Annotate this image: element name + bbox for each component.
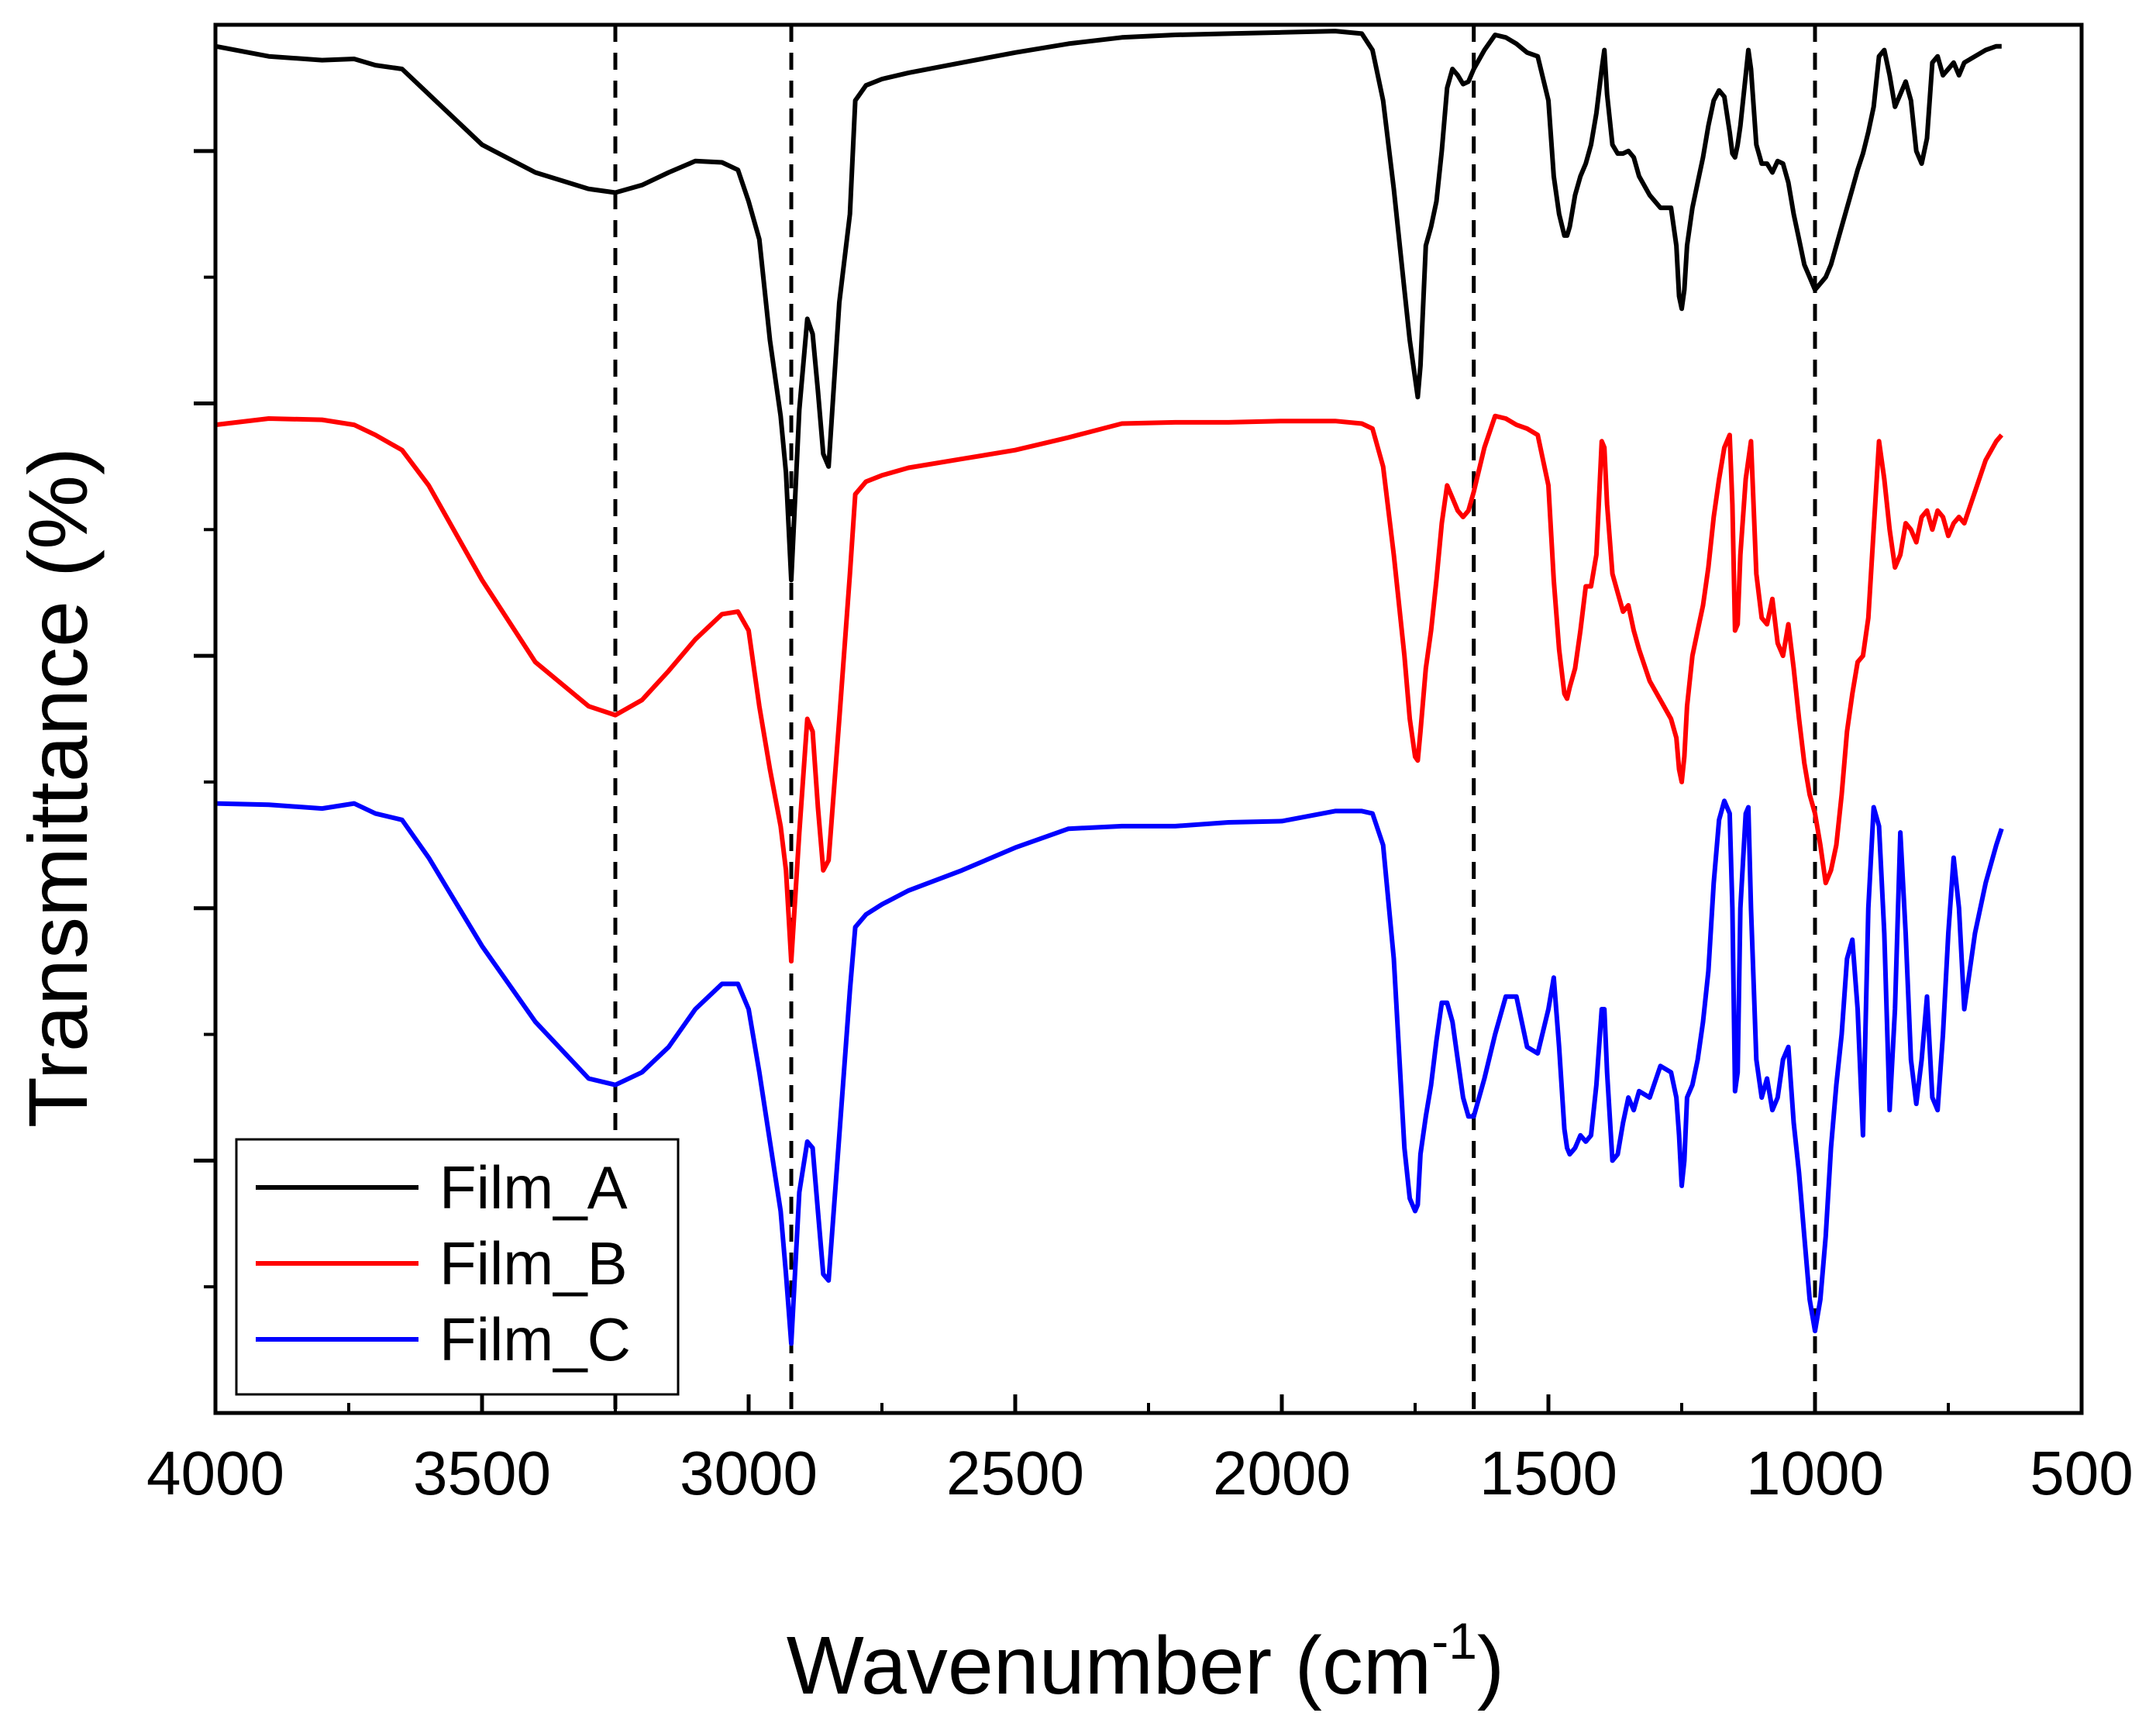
legend[interactable]: Film_A Film_B Film_C	[235, 1138, 680, 1396]
x-axis-title: Wavenumber (cm-1)	[787, 1612, 1504, 1711]
x-axis-title-superscript: -1	[1431, 1612, 1477, 1670]
legend-box	[235, 1138, 680, 1396]
legend-label-film_c: Film_C	[439, 1305, 631, 1373]
x-tick-label-2000: 2000	[1213, 1439, 1351, 1508]
x-axis-title-main: Wavenumber (cm	[787, 1620, 1431, 1711]
series-line-film_c	[215, 798, 2004, 1346]
legend-label-film_a: Film_A	[439, 1153, 628, 1222]
x-tick-label-3500: 3500	[413, 1439, 551, 1508]
x-tick-label-4000: 4000	[146, 1439, 284, 1508]
x-tick-labels: 4000 3500 3000 2500 2000 1500 1000 500	[146, 1439, 2134, 1508]
series-line-film_b	[215, 413, 2004, 964]
legend-entries: Film_A Film_B Film_C	[256, 1153, 631, 1373]
x-axis-title-close: )	[1477, 1620, 1504, 1711]
axis-ticks	[194, 149, 2084, 1413]
x-tick-label-1000: 1000	[1746, 1439, 1884, 1508]
x-tick-label-3000: 3000	[680, 1439, 818, 1508]
series-layer	[215, 29, 2004, 1346]
x-tick-label-2500: 2500	[946, 1439, 1084, 1508]
x-tick-label-500: 500	[2030, 1439, 2133, 1508]
legend-label-film_b: Film_B	[439, 1229, 628, 1298]
x-tick-label-1500: 1500	[1479, 1439, 1617, 1508]
series-line-film_a	[215, 29, 2002, 583]
y-axis-title: Transmittance (%)	[11, 447, 105, 1128]
reference-lines	[613, 25, 1817, 1413]
